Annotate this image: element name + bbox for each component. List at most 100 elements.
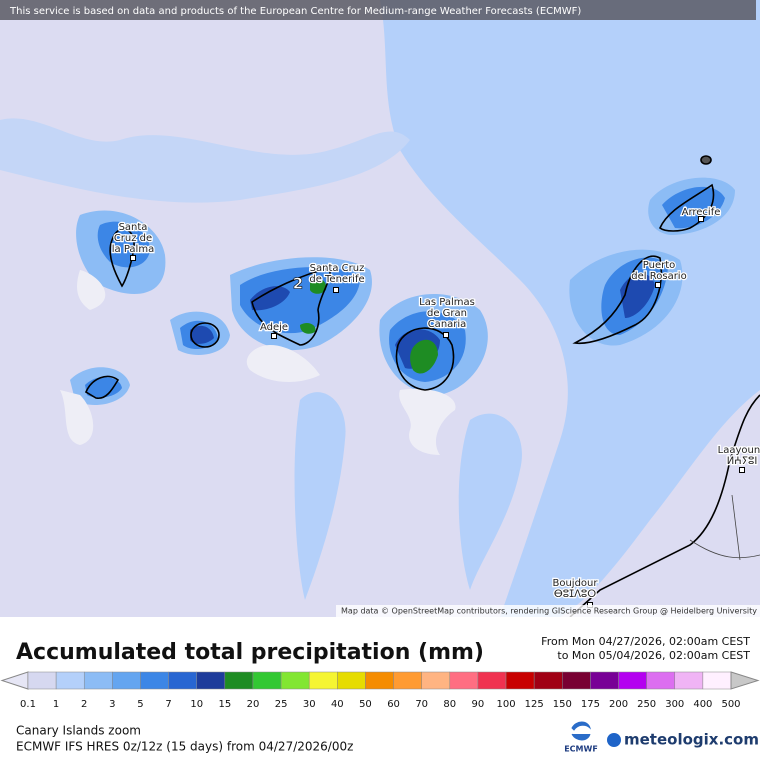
colorbar: 0.1 1 2 3 5 7 10 15 20 25 30 40 50 60 70 80 90 100 125 150 1… [0,671,760,710]
city-label: Canaria [428,319,467,330]
colorbar-swatch [27,671,57,690]
attribution-bg [336,605,760,617]
colorbar-label: 80 [443,699,456,710]
colorbar-label: 250 [637,699,656,710]
colorbar-swatch [674,671,704,690]
colorbar-swatch [252,671,282,690]
colorbar-swatch [393,671,422,690]
island-outline [659,183,715,232]
colorbar-label: 100 [496,699,515,710]
island-outline [395,327,455,391]
city-label: ⴱⵓⵊⴷⵓⵔ [554,589,596,600]
region: Canary Islands zoom [16,724,141,738]
colorbar-swatch [337,671,366,690]
colorbar-swatch [646,671,676,690]
colorbar-label: 125 [525,699,544,710]
banner: This service is based on data and produc… [9,6,581,17]
colorbar-label: 175 [581,699,600,710]
colorbar-swatch [590,671,619,690]
colorbar-label: 300 [665,699,684,710]
attribution: Map data © OpenStreetMap contributors, r… [341,607,757,616]
city-label: de Tenerife [309,274,364,285]
precip-area [294,392,522,600]
precip-area [0,118,410,203]
colorbar-label: 70 [415,699,428,710]
colorbar-label: 60 [387,699,400,710]
colorbar-over [730,671,760,690]
city-label: ⵍⵄⵢⵓⵏ [727,456,758,467]
colorbar-swatch [562,671,591,690]
banner-bg [0,0,756,20]
colorbar-swatch [533,671,563,690]
brand-icon [607,733,621,747]
city-label: Boujdour [552,578,598,589]
city-marker [698,216,704,222]
colorbar-swatch [505,671,535,690]
colorbar-swatch [702,671,732,690]
city-label: Santa [119,222,148,233]
city-marker [443,332,449,338]
colorbar-swatch [168,671,197,690]
city-label: Adeje [260,322,288,333]
map-marker: 2 [293,275,303,293]
ecmwf-icon [571,721,591,741]
island-outline [84,375,120,400]
city-label: Santa Cruz [310,263,365,274]
colorbar-swatch [308,671,338,690]
city-label: de Gran [427,308,467,319]
colorbar-label: 400 [693,699,712,710]
colorbar-label: 15 [218,699,231,710]
colorbar-swatch [280,671,310,690]
colorbar-swatch [618,671,647,690]
colorbar-label: 30 [303,699,316,710]
island-outline [251,267,331,346]
coastlines [84,155,760,618]
colorbar-swatch [224,671,254,690]
colorbar-label: 150 [553,699,572,710]
colorbar-label: 5 [137,699,143,710]
island-outline [109,228,135,288]
city-label: del Rosario [631,271,686,282]
island-outline [572,255,663,345]
legend-title: Accumulated total precipitation (mm) [16,640,484,665]
colorbar-swatch [449,671,479,690]
precip-area [300,278,438,374]
ecmwf-logo: ECMWF [564,745,598,754]
colorbar-swatch [55,671,85,690]
city-label: Laayoune [718,445,760,456]
city-marker [739,467,745,473]
city-marker [130,255,136,261]
island-outline [190,322,220,348]
city-label: Arrecife [682,207,721,218]
colorbar-label: 20 [247,699,260,710]
colorbar-label: 1 [53,699,59,710]
colorbar-swatch [83,671,113,690]
border [689,494,760,561]
city-label: la Palma [112,244,154,255]
colorbar-swatch [112,671,141,690]
city-marker [655,282,661,288]
colorbar-swatch [421,671,451,690]
period-from: From Mon 04/27/2026, 02:00am CEST [541,635,750,648]
period-to: to Mon 05/04/2026, 02:00am CEST [557,649,750,662]
dry-area [60,270,456,455]
colorbar-swatch [140,671,169,690]
city-marker [333,287,339,293]
colorbar-label: 200 [609,699,628,710]
city-label: Puerto [643,260,676,271]
colorbar-label: 50 [359,699,372,710]
colorbar-label: 500 [721,699,740,710]
coastline [569,394,760,618]
colorbar-label: 3 [109,699,115,710]
brand: meteologix.com [624,731,759,749]
colorbar-label: 40 [331,699,344,710]
city-label: Las Palmas [419,297,475,308]
colorbar-swatch [477,671,507,690]
colorbar-label: 90 [472,699,485,710]
colorbar-label: 25 [275,699,288,710]
island-outline [700,155,712,165]
precip-area [380,0,760,617]
